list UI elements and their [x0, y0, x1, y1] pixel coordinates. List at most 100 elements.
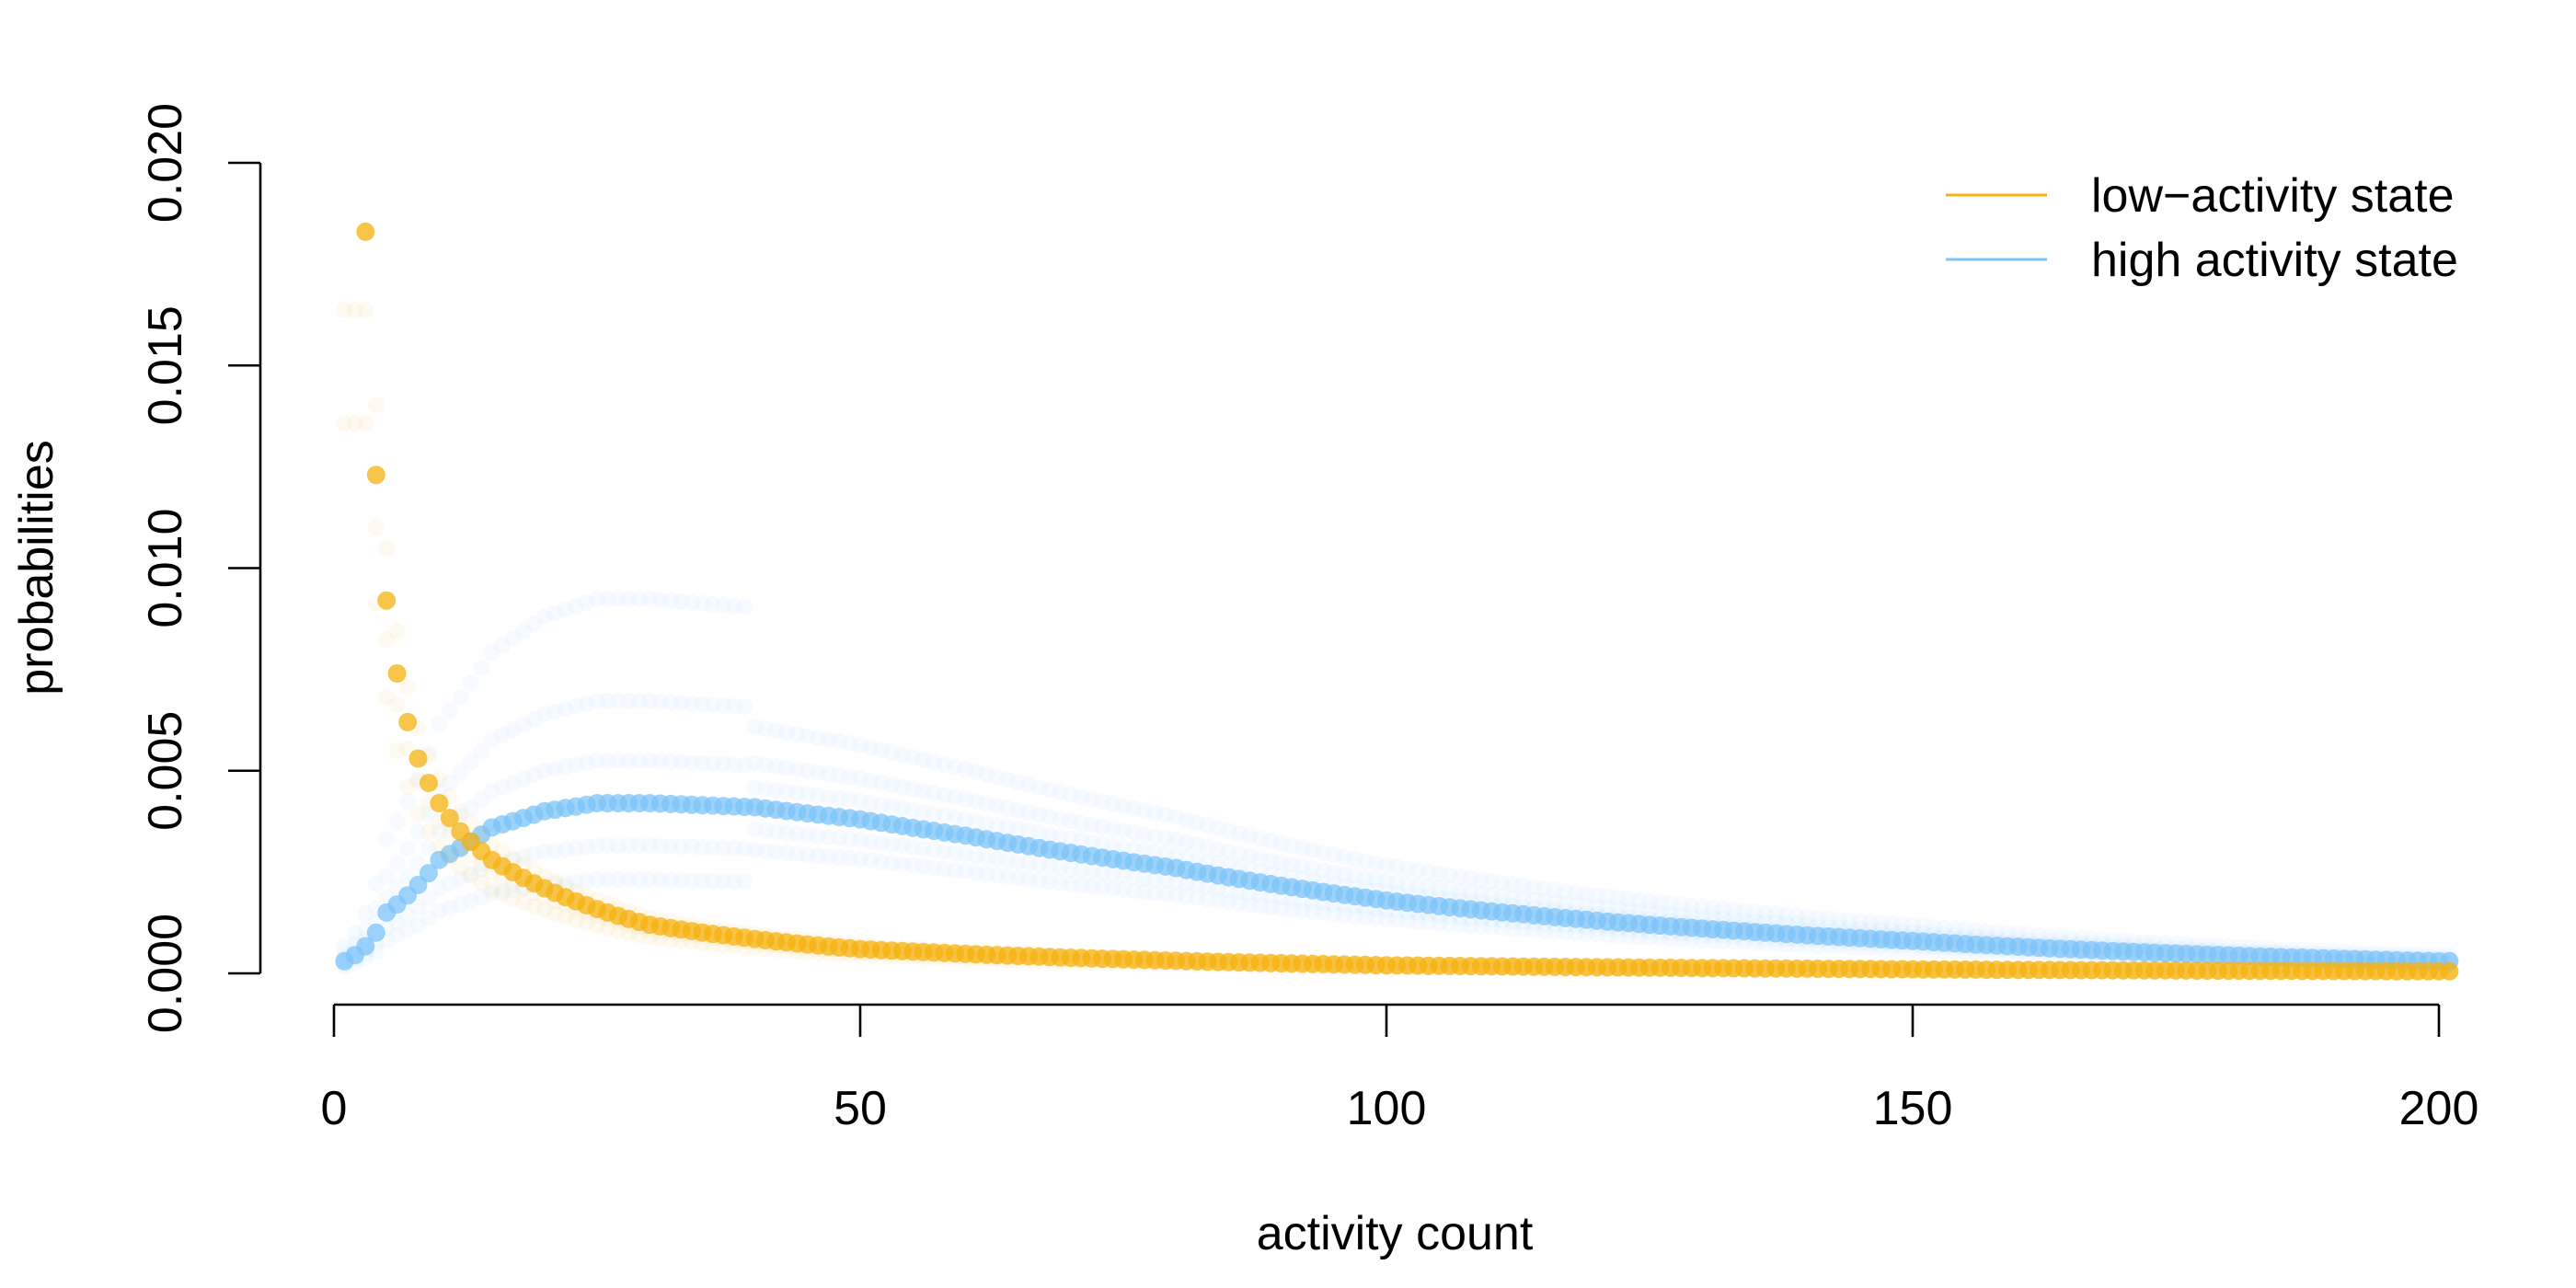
point-faint	[694, 838, 711, 856]
point-faint	[1041, 857, 1058, 875]
point-faint	[1262, 833, 1280, 849]
point-faint	[788, 785, 806, 802]
point-faint	[651, 871, 669, 889]
point-faint	[462, 799, 479, 817]
point-faint	[914, 857, 932, 875]
point-faint	[535, 762, 553, 779]
point-faint	[1367, 855, 1385, 872]
point-faint	[715, 839, 732, 857]
point-faint	[1030, 778, 1048, 796]
point-faint	[967, 793, 984, 811]
point-faint	[936, 860, 953, 878]
y-ticks: 0.000 0.005 0.010 0.015 0.020	[139, 103, 260, 1033]
point-faint	[409, 916, 427, 934]
point-faint	[589, 591, 605, 607]
point	[440, 809, 459, 828]
point	[398, 712, 418, 731]
y-tick-label: 0.015	[139, 305, 192, 425]
point-faint	[1336, 848, 1353, 866]
point-faint	[568, 597, 585, 615]
point-faint	[462, 867, 479, 884]
point-faint	[788, 825, 806, 843]
point-faint	[725, 697, 742, 715]
point-faint	[441, 875, 458, 892]
point-faint	[525, 711, 543, 728]
point-faint	[1052, 874, 1069, 891]
point-faint	[926, 753, 943, 771]
point-faint	[1315, 904, 1332, 922]
point-faint	[757, 780, 774, 798]
point	[366, 923, 385, 942]
point-faint	[1409, 877, 1427, 894]
point-faint	[1388, 874, 1406, 891]
point-faint	[1483, 886, 1501, 903]
point-faint	[1315, 862, 1332, 879]
point-faint	[715, 596, 732, 614]
point-faint	[420, 910, 437, 927]
point-faint	[862, 794, 880, 811]
point-faint	[988, 817, 1006, 834]
point-faint	[473, 742, 490, 760]
point-faint	[1441, 881, 1458, 898]
point-faint	[1189, 890, 1206, 907]
point-faint	[736, 873, 753, 891]
point-faint	[936, 807, 953, 824]
x-ticks: 0 50 100 150 200	[321, 1005, 2478, 1135]
point-faint	[609, 693, 627, 709]
point-faint	[820, 828, 837, 845]
point-faint	[684, 593, 700, 611]
point-faint	[704, 755, 721, 773]
point-faint	[452, 859, 469, 877]
point-faint	[957, 845, 974, 863]
point-faint	[599, 920, 616, 937]
point-faint	[1304, 903, 1321, 921]
point-faint	[1588, 887, 1605, 904]
point-faint	[704, 696, 721, 714]
point-faint	[514, 623, 532, 640]
point-faint	[1525, 879, 1543, 896]
point-faint	[1336, 866, 1353, 883]
point-faint	[431, 903, 448, 920]
point-faint	[852, 770, 868, 788]
point-faint	[1694, 898, 1711, 915]
point-faint	[746, 719, 764, 736]
point-faint	[1883, 915, 1901, 932]
point-faint	[831, 849, 848, 866]
point-faint	[1030, 871, 1048, 889]
point-faint	[1398, 913, 1416, 930]
point-faint	[535, 608, 553, 626]
point-faint	[1504, 920, 1522, 937]
point-faint	[494, 885, 511, 903]
point-faint	[1294, 902, 1311, 919]
point-faint	[852, 736, 868, 753]
point-faint	[1388, 912, 1406, 929]
point-faint	[641, 871, 659, 889]
point-faint	[388, 813, 406, 831]
point-faint	[473, 874, 490, 891]
point-faint	[483, 644, 500, 661]
point-faint	[1441, 915, 1458, 933]
point-faint	[914, 840, 932, 857]
point-faint	[883, 799, 901, 815]
point-faint	[1641, 928, 1658, 946]
point-faint	[1189, 814, 1206, 832]
point-faint	[1062, 786, 1079, 803]
point-faint	[841, 768, 858, 786]
point-faint	[1851, 913, 1869, 930]
point-faint	[1367, 910, 1385, 927]
point-faint	[914, 751, 932, 768]
point-faint	[462, 892, 479, 910]
point-faint	[862, 833, 880, 850]
point-faint	[1272, 834, 1290, 852]
point-faint	[883, 776, 901, 794]
point-faint	[1094, 818, 1111, 835]
point-faint	[1083, 863, 1100, 880]
point-faint	[1736, 903, 1753, 920]
point-faint	[872, 834, 890, 852]
point-faint	[1683, 897, 1700, 914]
point-faint	[820, 788, 837, 806]
point-faint	[1294, 857, 1311, 875]
point-faint	[1409, 862, 1427, 879]
point-faint	[893, 778, 911, 796]
point-faint	[1251, 849, 1269, 867]
